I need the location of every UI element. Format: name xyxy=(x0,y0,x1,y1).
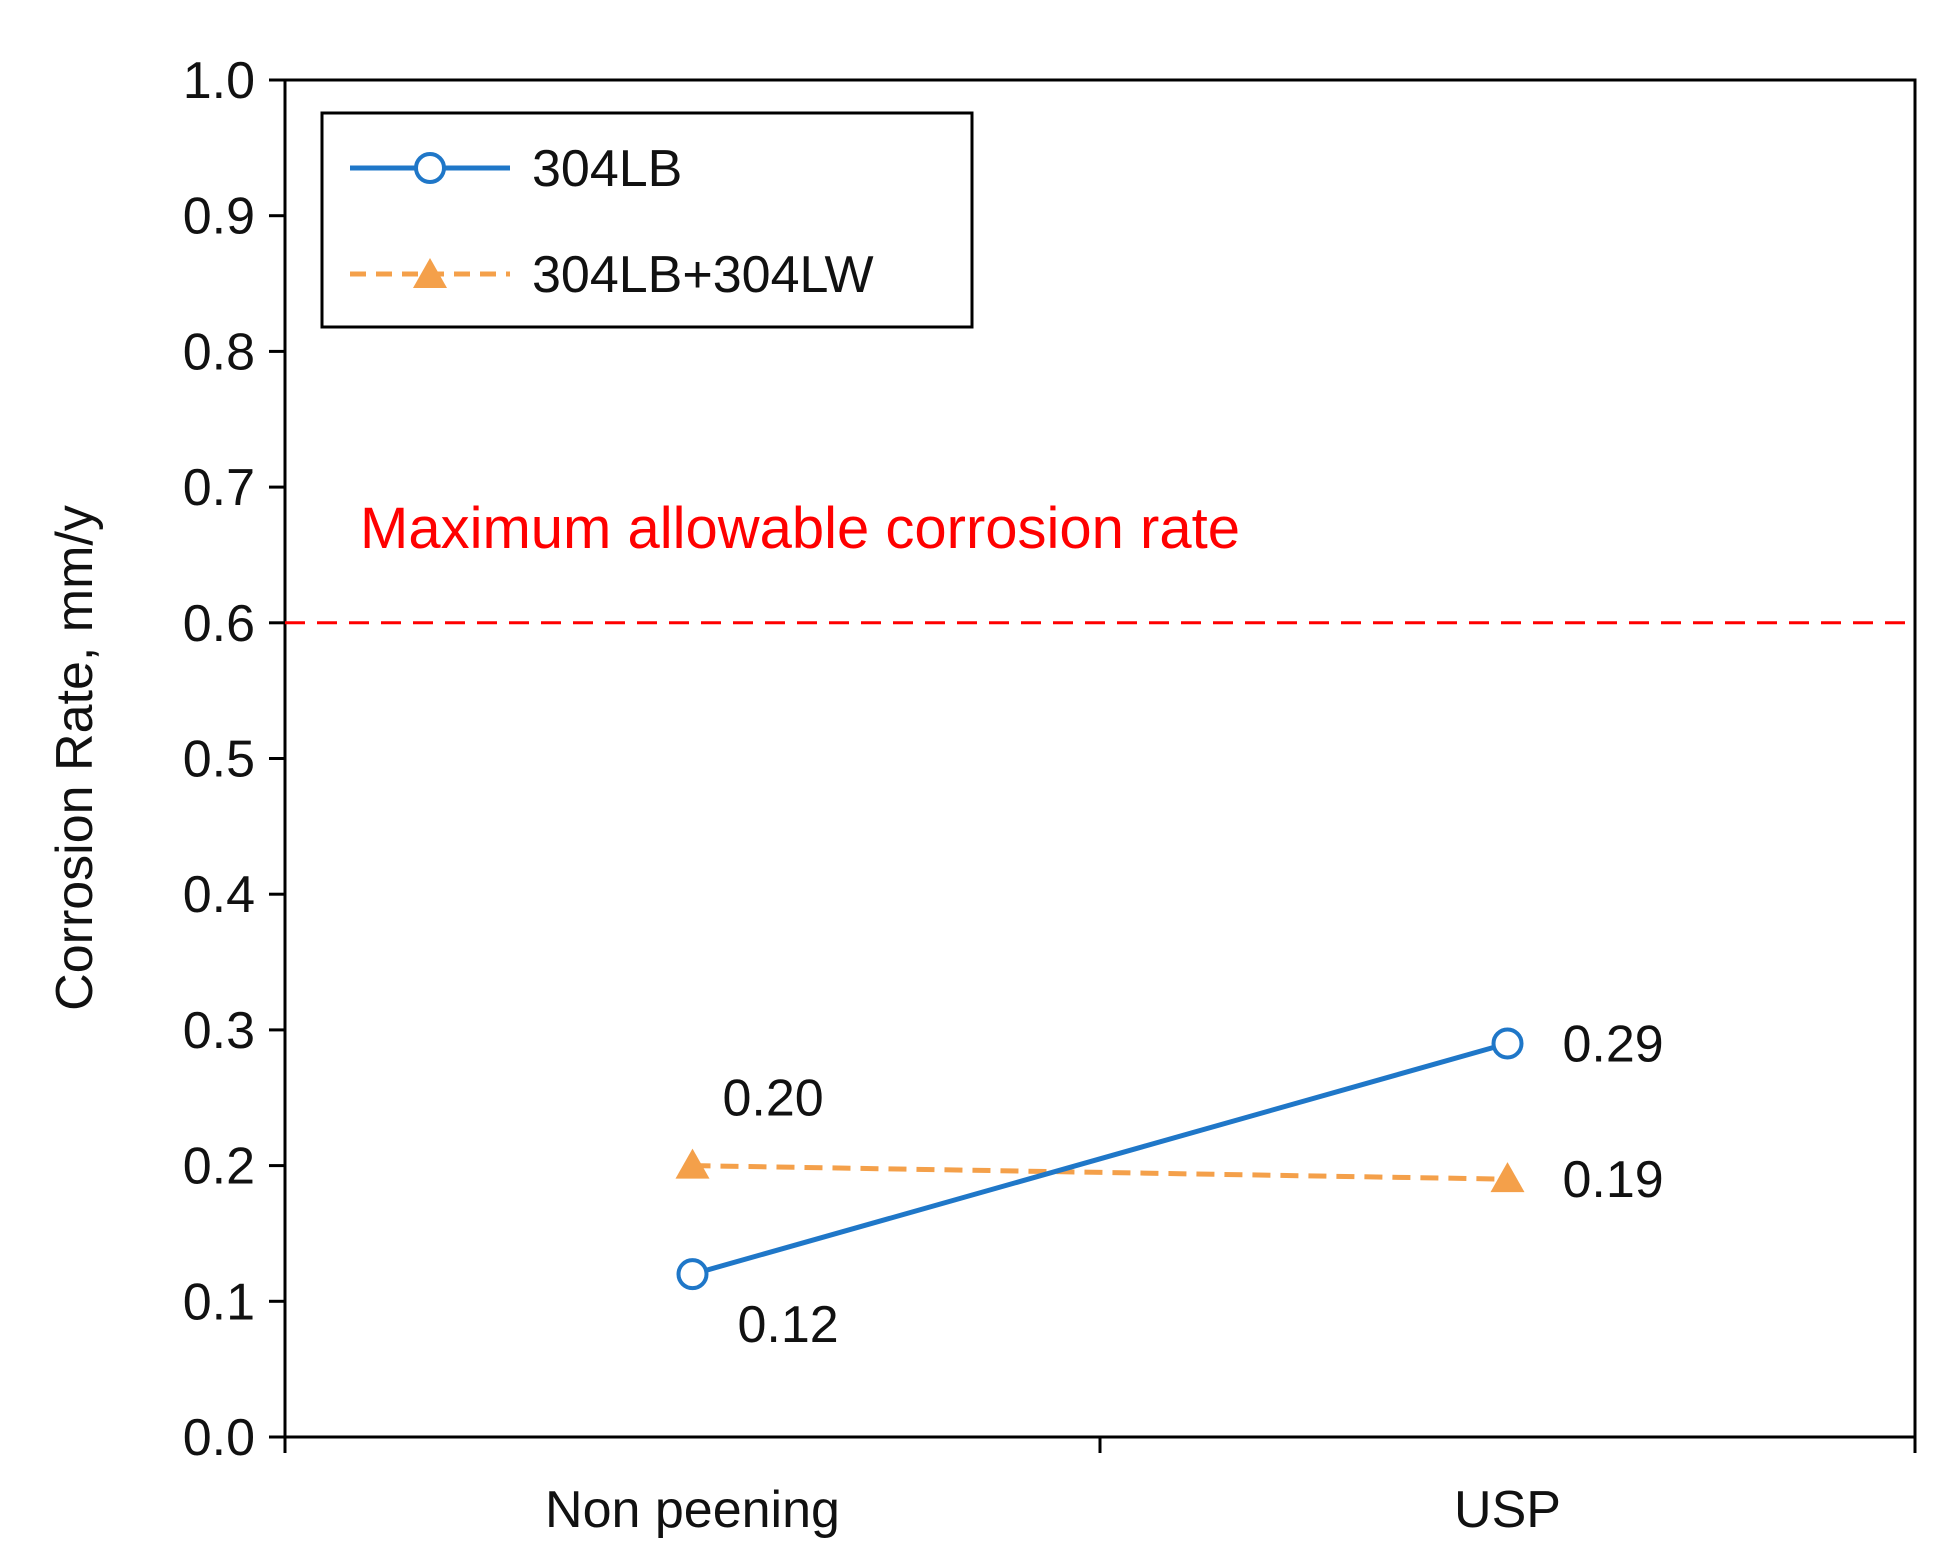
series-line-304lb-304lw xyxy=(692,1163,1508,1182)
y-tick-label: 0.6 xyxy=(183,595,255,653)
y-tick-label: 0.2 xyxy=(183,1138,255,1196)
y-tick-label: 0.9 xyxy=(183,188,255,246)
x-axis-ticks: Non peening USP xyxy=(283,1437,1917,1539)
data-point-marker xyxy=(676,1258,709,1291)
y-tick-label: 0.8 xyxy=(183,323,255,381)
x-category-label: USP xyxy=(1454,1481,1561,1539)
y-tick-label: 0.3 xyxy=(183,1002,255,1060)
y-tick-label: 0.7 xyxy=(183,459,255,517)
data-point-marker xyxy=(1490,1162,1525,1193)
legend-marker-304lb xyxy=(414,152,446,184)
y-tick-label: 1.0 xyxy=(183,52,255,110)
reference-line-label: Maximum allowable corrosion rate xyxy=(360,496,1240,561)
y-axis-ticks: 0.0 0.1 0.2 0.3 0.4 0.5 0.6 0.7 0.8 0.9 1.0 xyxy=(183,52,285,1467)
legend-label-304lb: 304LB xyxy=(532,140,682,198)
y-tick-label: 0.4 xyxy=(183,866,255,924)
x-category-label: Non peening xyxy=(545,1481,840,1539)
y-tick-label: 0.5 xyxy=(183,731,255,789)
data-label: 0.12 xyxy=(738,1296,839,1354)
series-line-304lb xyxy=(691,1041,1509,1277)
data-label: 0.19 xyxy=(1563,1151,1664,1209)
data-label: 0.29 xyxy=(1563,1015,1664,1073)
legend-label-304lb-304lw: 304LB+304LW xyxy=(532,246,874,304)
data-label: 0.20 xyxy=(723,1070,824,1128)
y-tick-label: 0.1 xyxy=(183,1273,255,1331)
y-tick-label: 0.0 xyxy=(183,1409,255,1467)
legend-marker-304lb-304lw xyxy=(413,258,447,288)
data-point-marker xyxy=(675,1148,710,1179)
series-layer: 0.20 0.19 0.12 0.29 xyxy=(675,1015,1664,1354)
data-point-marker xyxy=(1491,1027,1524,1060)
legend: 304LB 304LB+304LW xyxy=(320,111,974,329)
legend-box xyxy=(320,111,974,329)
y-axis-title: Corrosion Rate, mm/y xyxy=(46,505,104,1011)
